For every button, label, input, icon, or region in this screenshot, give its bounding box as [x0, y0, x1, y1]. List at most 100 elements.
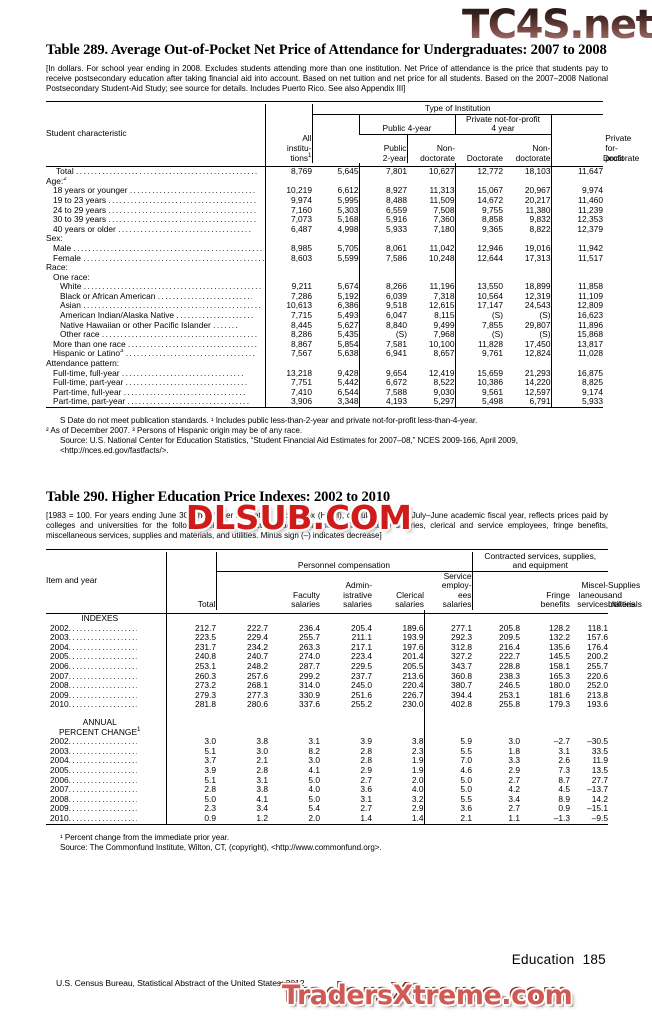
table-cell: 15,659	[454, 368, 503, 379]
section-heading-text: INDEXES	[81, 613, 119, 624]
table-cell: 7,567	[264, 349, 312, 360]
table-cell	[216, 710, 268, 728]
table-cell: 5,933	[358, 224, 407, 235]
table-row: 2002....................................…	[46, 737, 608, 747]
table-cell	[550, 272, 603, 283]
table-row: Full-time, full-year ...................…	[46, 367, 608, 379]
table-cell	[550, 263, 603, 273]
table-cell: 12,353	[550, 215, 603, 225]
row-label-text: Other race	[60, 330, 100, 340]
table-cell	[550, 176, 603, 187]
section-heading-row: PERCENT CHANGE1	[46, 726, 608, 738]
table-cell: 4.0	[308, 784, 320, 795]
table-cell: 12,824	[524, 348, 551, 359]
table-cell: 2.8	[256, 764, 268, 775]
table-row: Female .................................…	[46, 253, 608, 264]
table-cell: 217.1	[351, 641, 372, 652]
column-header-private-for-profit: Private for-profit	[605, 134, 631, 163]
admin-l2: istrative	[343, 589, 372, 600]
table-289-head: Student characteristic Type of Instituti…	[46, 101, 639, 168]
table-cell: 212.7	[165, 623, 216, 634]
table-cell: 4.5	[558, 784, 570, 795]
table-cell: 10,613	[264, 301, 312, 312]
table-cell: 314.0	[299, 680, 320, 691]
table-cell: 157.6	[587, 632, 608, 643]
table-row: 2009....................................…	[46, 689, 608, 701]
leader-dots: ........................................…	[76, 167, 258, 177]
table-cell: 5,627	[337, 319, 359, 330]
table-cell	[165, 613, 216, 624]
table-cell: 3.6	[423, 804, 472, 814]
row-label: 2010....................................…	[46, 814, 166, 824]
column-header-all-institutions: All institu- tions1	[264, 134, 312, 164]
table-cell: 299.2	[299, 670, 320, 681]
table-cell: 16,875	[550, 368, 603, 379]
row-label: American Indian/Alaska Native ..........…	[46, 311, 265, 321]
table-cell: 330.9	[299, 689, 320, 700]
section-heading-row: ANNUAL	[46, 710, 608, 728]
table-cell: 8,927	[358, 186, 407, 196]
table-cell: 12,319	[524, 290, 551, 301]
table-cell: 5,674	[337, 281, 359, 292]
page-content: Table 289. Average Out-of-Pocket Net Pri…	[46, 0, 642, 853]
page-number: 185	[582, 952, 606, 967]
table-cell: 3.1	[558, 745, 570, 756]
table-cell: 11,380	[525, 204, 551, 215]
row-label: Race:	[46, 263, 265, 273]
table-289: Student characteristic Type of Instituti…	[46, 101, 639, 411]
row-label-text: 2002	[50, 737, 69, 747]
table-cell	[312, 263, 359, 273]
table-cell: 132.2	[549, 632, 570, 643]
table-cell	[358, 263, 407, 273]
table-cell: 1.1	[508, 812, 520, 823]
table-row: Full-time, part-year ...................…	[46, 378, 608, 388]
table-cell: 8,825	[550, 378, 603, 388]
row-label: 2007....................................…	[46, 785, 166, 795]
table-cell: 380.7	[423, 681, 472, 691]
table-row: 2002....................................…	[46, 622, 608, 634]
table-row: 2005....................................…	[46, 651, 608, 663]
table-row: Age:2	[46, 176, 608, 187]
row-label: Other race .............................…	[46, 330, 265, 340]
table-row: 2003....................................…	[46, 745, 608, 757]
service-l3: ees	[457, 589, 472, 600]
table-row: Black or African American ..............…	[46, 290, 608, 302]
table-cell	[454, 359, 503, 369]
column-header-private-nondoctorate: Non- doctorate	[503, 134, 551, 163]
leader-dots: ........................................	[68, 804, 137, 814]
table-cell: 118.1	[587, 622, 608, 633]
row-label: Part-time, part-year ...................…	[46, 397, 265, 407]
table-cell: 337.6	[299, 699, 320, 710]
table-cell: 2.9	[411, 803, 424, 814]
table-cell: 5,168	[337, 214, 359, 225]
table-cell: 3.0	[165, 737, 216, 747]
table-cell: 5,192	[337, 290, 359, 301]
table-row: One race:	[46, 272, 608, 283]
leader-dots: ........................................…	[129, 186, 256, 196]
table-cell: 128.2	[549, 622, 570, 633]
table-cell: 2.8	[360, 755, 372, 766]
table-cell: 176.4	[587, 641, 608, 652]
table-cell	[165, 727, 216, 738]
row-label: One race:	[46, 273, 265, 283]
table-cell: 4,193	[358, 397, 407, 408]
row-label-text: 2006	[50, 662, 69, 672]
table-cell: 193.9	[402, 632, 424, 643]
table-cell: 3.9	[360, 736, 372, 747]
row-label: Sex:	[46, 234, 265, 244]
leader-dots: ........................................	[68, 813, 137, 823]
table-cell: 223.5	[165, 633, 216, 643]
table-cell: 21,293	[524, 367, 551, 378]
table-cell: 12,615	[428, 300, 455, 311]
leader-dots: ........................................	[68, 775, 137, 785]
table-cell: 3.0	[256, 745, 268, 756]
table-row: Male ...................................…	[46, 243, 608, 254]
table-cell: 193.6	[587, 699, 608, 710]
table-cell: 33.5	[591, 745, 608, 756]
table-cell: 274.0	[299, 651, 320, 662]
row-label: 2005....................................…	[46, 766, 166, 776]
section-heading: ANNUAL	[46, 710, 166, 728]
table-cell: 287.7	[299, 661, 320, 672]
row-label-text: 2005	[50, 652, 69, 662]
table-cell: 230.0	[402, 699, 424, 710]
